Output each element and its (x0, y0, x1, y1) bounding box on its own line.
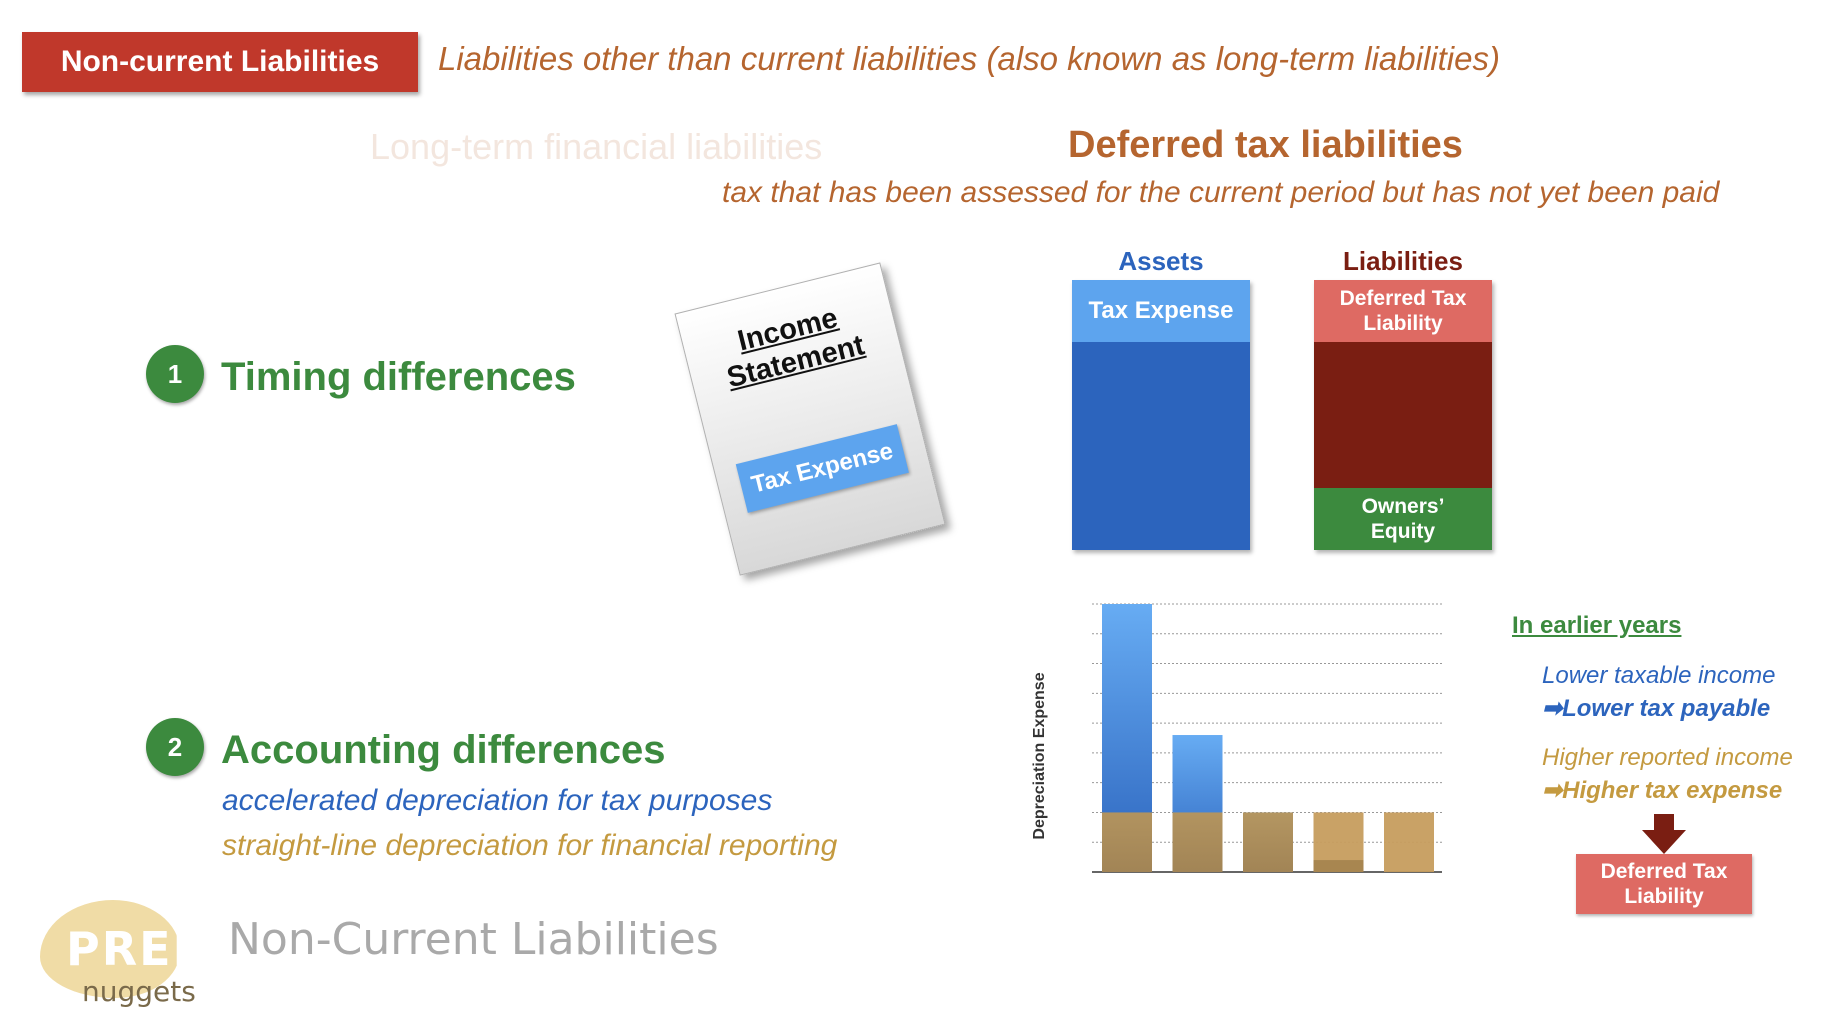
logo-prep-text: PREP (66, 922, 209, 976)
section-number-2: 2 (146, 718, 204, 776)
owners-equity: Owners’ Equity (1314, 488, 1492, 550)
higher-tax-expense: ➡Higher tax expense (1542, 777, 1783, 804)
assets-tax-expense: Tax Expense (1072, 280, 1250, 342)
assets-body (1072, 342, 1250, 550)
straight-line-depreciation-bar (1384, 812, 1434, 872)
prep-nuggets-logo (40, 900, 180, 998)
topic-description: Liabilities other than current liabiliti… (438, 40, 1500, 77)
accelerated-depreciation-note: accelerated depreciation for tax purpose… (222, 784, 773, 817)
topic-badge: Non-current Liabilities (22, 32, 418, 92)
straight-line-depreciation-bar (1172, 812, 1223, 872)
lower-tax-payable: ➡Lower tax payable (1542, 695, 1771, 722)
income-statement-document: Income Statement Tax Expense (674, 262, 946, 576)
chart-bars (1102, 604, 1434, 872)
higher-reported-income: Higher reported income (1542, 744, 1793, 771)
liabilities-deferred-tax: Deferred Tax Liability (1314, 280, 1492, 342)
earlier-years-heading: In earlier years (1512, 612, 1682, 639)
deferred-tax-liability-result: Deferred Tax Liability (1576, 854, 1752, 914)
liabilities-column: Deferred Tax Liability Owners’ Equity (1314, 280, 1492, 550)
income-statement-title: Income Statement (723, 301, 868, 395)
straight-line-depreciation-note: straight-line depreciation for financial… (222, 829, 838, 862)
down-arrow-icon (1642, 814, 1686, 854)
faded-subtopic: Long-term financial liabilities (370, 126, 823, 167)
subtopic-title: Deferred tax liabilities (1068, 124, 1463, 166)
straight-line-depreciation-bar (1243, 812, 1293, 872)
income-statement-tax-expense: Tax Expense (735, 424, 909, 513)
logo-nuggets-text: nuggets (82, 975, 196, 1008)
assets-column: Tax Expense (1072, 280, 1250, 550)
footer-title: Non-Current Liabilities (228, 914, 719, 965)
section-title-timing: Timing differences (221, 355, 576, 399)
section-number-1: 1 (146, 345, 204, 403)
lower-taxable-income: Lower taxable income (1542, 662, 1776, 689)
straight-line-depreciation-bar (1102, 812, 1152, 872)
liabilities-heading: Liabilities (1343, 246, 1463, 276)
depreciation-overlap-bar (1313, 860, 1364, 872)
chart-y-axis-label: Depreciation Expense (1031, 672, 1048, 839)
depreciation-chart: Depreciation Expense (1031, 603, 1442, 873)
liabilities-body (1314, 342, 1492, 488)
subtopic-description: tax that has been assessed for the curre… (722, 176, 1720, 209)
section-title-accounting: Accounting differences (221, 728, 666, 772)
assets-heading: Assets (1118, 246, 1204, 276)
